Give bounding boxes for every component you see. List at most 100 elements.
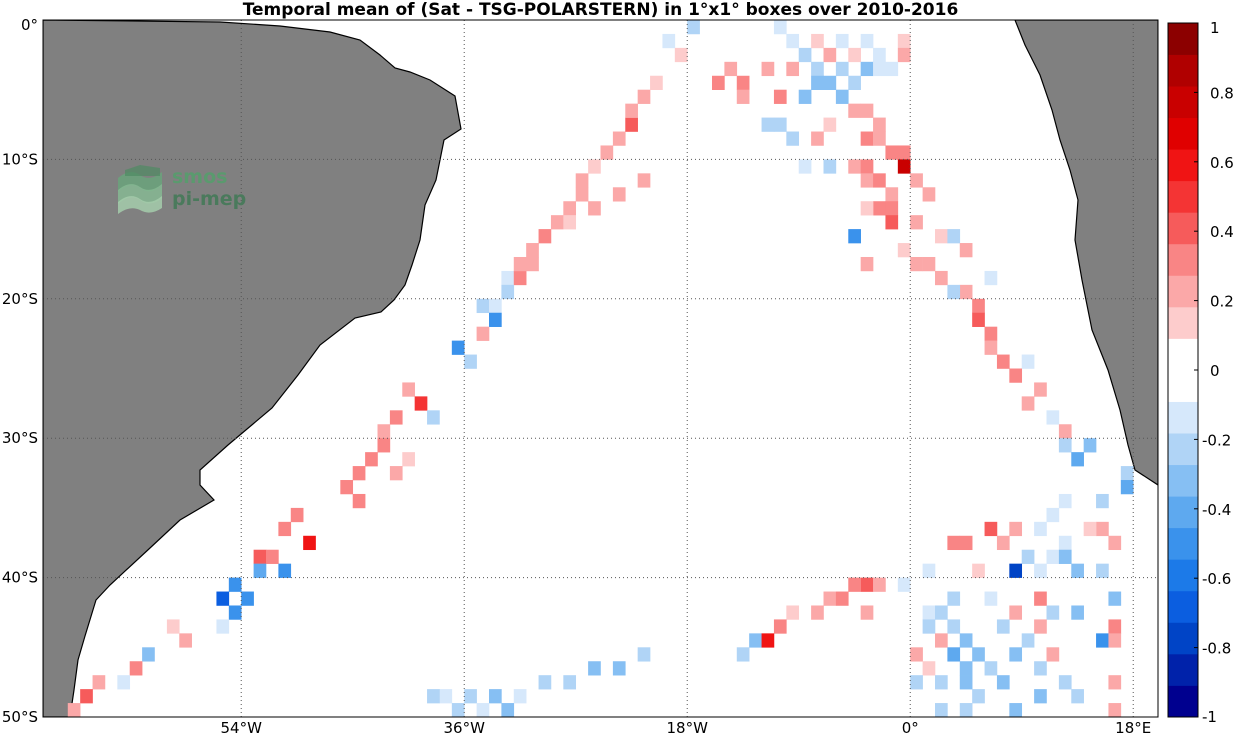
data-cell (674, 47, 688, 63)
data-cell (402, 382, 415, 397)
data-cell (538, 229, 552, 244)
data-cell (885, 145, 899, 160)
data-cell (600, 145, 614, 160)
data-cell (947, 284, 961, 300)
colorbar-segment (1168, 559, 1198, 592)
data-cell (303, 535, 316, 551)
data-cell (922, 256, 936, 272)
colorbar-segment (1168, 370, 1198, 402)
logo-text-line1: smos (172, 166, 227, 188)
data-cell (773, 117, 787, 132)
data-cell (996, 675, 1010, 690)
data-cell (984, 591, 998, 606)
data-cell (761, 117, 775, 132)
data-cell (910, 675, 923, 690)
data-cell (612, 661, 626, 676)
data-cell (897, 577, 911, 592)
data-cell (798, 47, 812, 63)
smos-pi-mep-logo: smos pi-mep (118, 165, 246, 214)
data-cell (575, 187, 589, 202)
data-cell (1034, 661, 1047, 676)
data-cell (922, 187, 936, 202)
data-cell (897, 47, 911, 63)
data-cell (860, 33, 874, 49)
data-cell (464, 354, 477, 369)
colorbar-segment (1168, 496, 1198, 529)
data-cell (1046, 549, 1060, 564)
data-cell (724, 61, 738, 77)
data-cell (1046, 605, 1060, 620)
data-cell (848, 577, 861, 592)
colorbar-tick-label: 0.6 (1210, 154, 1234, 172)
data-cell (389, 410, 403, 425)
data-cell (736, 647, 750, 662)
data-cell (1058, 438, 1072, 453)
data-cell (625, 117, 638, 132)
data-cell (142, 647, 155, 662)
data-cell (910, 256, 923, 272)
data-cell (1034, 689, 1047, 704)
data-cell (935, 675, 948, 690)
y-tick-label: 40°S (2, 569, 38, 587)
data-cell (1071, 605, 1084, 620)
data-cell (1108, 619, 1122, 634)
data-cell (823, 159, 837, 174)
data-cell (786, 33, 800, 49)
data-cell (389, 466, 403, 481)
data-cell (650, 75, 663, 90)
data-cell (873, 47, 886, 63)
data-cell (811, 605, 824, 620)
data-cell (1058, 493, 1072, 509)
data-cell (1120, 466, 1134, 481)
data-cell (1009, 521, 1023, 537)
colorbar-tick-label: 1 (1210, 19, 1220, 37)
data-cell (848, 75, 861, 90)
colorbar-tick-label: 0.8 (1210, 84, 1234, 102)
smos-wave-logo-icon (118, 165, 162, 214)
data-cell (253, 549, 267, 564)
data-cell (860, 605, 874, 620)
colorbar-segment (1168, 86, 1198, 119)
data-cell (241, 591, 254, 606)
data-cell (947, 647, 961, 662)
data-cell (1034, 619, 1047, 634)
y-tick-label: 0° (21, 16, 38, 34)
data-cell (959, 535, 973, 551)
data-cell (773, 89, 787, 104)
y-tick-label: 20°S (2, 290, 38, 308)
data-cell (1009, 647, 1023, 662)
data-cells-layer (67, 20, 1134, 717)
colorbar-segment (1168, 338, 1198, 371)
data-cell (935, 633, 948, 648)
data-cell (873, 61, 886, 77)
data-cell (501, 270, 515, 286)
data-cell (1108, 591, 1122, 606)
data-cell (972, 647, 985, 662)
data-cell (1058, 424, 1072, 439)
x-tick-label: 18°E (1115, 719, 1151, 737)
data-cell (910, 173, 923, 188)
data-cell (451, 340, 465, 355)
data-cell (885, 201, 899, 216)
data-cell (563, 201, 577, 216)
colorbar-tick-label: -0.4 (1202, 501, 1231, 519)
data-cell (823, 591, 837, 606)
data-cell (278, 521, 292, 537)
colorbar-segment (1168, 685, 1198, 718)
data-cell (575, 173, 589, 188)
data-cell (637, 173, 651, 188)
data-cell (947, 229, 961, 244)
colorbar-segment (1168, 401, 1198, 434)
data-cell (451, 703, 465, 717)
data-cell (1108, 675, 1122, 690)
data-cell (1058, 675, 1072, 690)
logo-text-line2: pi-mep (172, 188, 246, 210)
data-cell (910, 215, 923, 230)
data-cell (513, 270, 527, 286)
data-cell (835, 33, 849, 49)
data-cell (935, 703, 948, 717)
data-cell (885, 215, 899, 230)
data-cell (811, 75, 824, 90)
colorbar-segment (1168, 653, 1198, 686)
colorbar-tick-label: -0.2 (1202, 431, 1231, 449)
